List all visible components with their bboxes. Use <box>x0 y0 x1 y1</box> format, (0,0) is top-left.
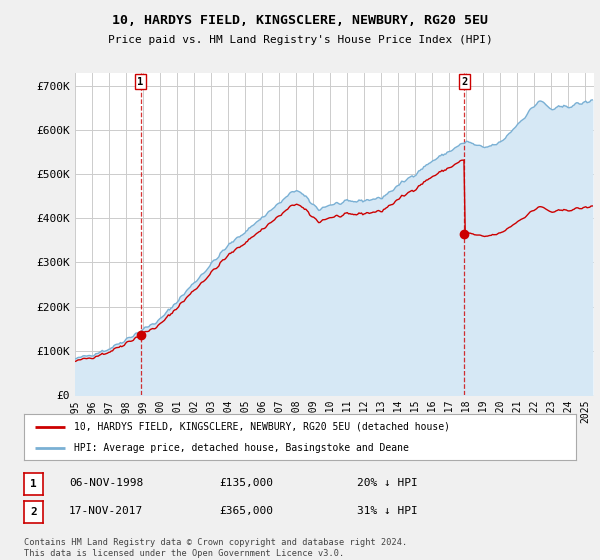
Text: 20% ↓ HPI: 20% ↓ HPI <box>357 478 418 488</box>
Text: 1: 1 <box>30 479 37 489</box>
Text: 17-NOV-2017: 17-NOV-2017 <box>69 506 143 516</box>
Text: Contains HM Land Registry data © Crown copyright and database right 2024.
This d: Contains HM Land Registry data © Crown c… <box>24 538 407 558</box>
Text: Price paid vs. HM Land Registry's House Price Index (HPI): Price paid vs. HM Land Registry's House … <box>107 35 493 45</box>
Text: 10, HARDYS FIELD, KINGSCLERE, NEWBURY, RG20 5EU (detached house): 10, HARDYS FIELD, KINGSCLERE, NEWBURY, R… <box>74 422 449 432</box>
Text: HPI: Average price, detached house, Basingstoke and Deane: HPI: Average price, detached house, Basi… <box>74 443 409 453</box>
Text: £365,000: £365,000 <box>219 506 273 516</box>
Text: 2: 2 <box>461 77 467 87</box>
Text: 31% ↓ HPI: 31% ↓ HPI <box>357 506 418 516</box>
Text: 10, HARDYS FIELD, KINGSCLERE, NEWBURY, RG20 5EU: 10, HARDYS FIELD, KINGSCLERE, NEWBURY, R… <box>112 14 488 27</box>
Text: £135,000: £135,000 <box>219 478 273 488</box>
Text: 06-NOV-1998: 06-NOV-1998 <box>69 478 143 488</box>
Text: 2: 2 <box>30 507 37 517</box>
Text: 1: 1 <box>137 77 143 87</box>
